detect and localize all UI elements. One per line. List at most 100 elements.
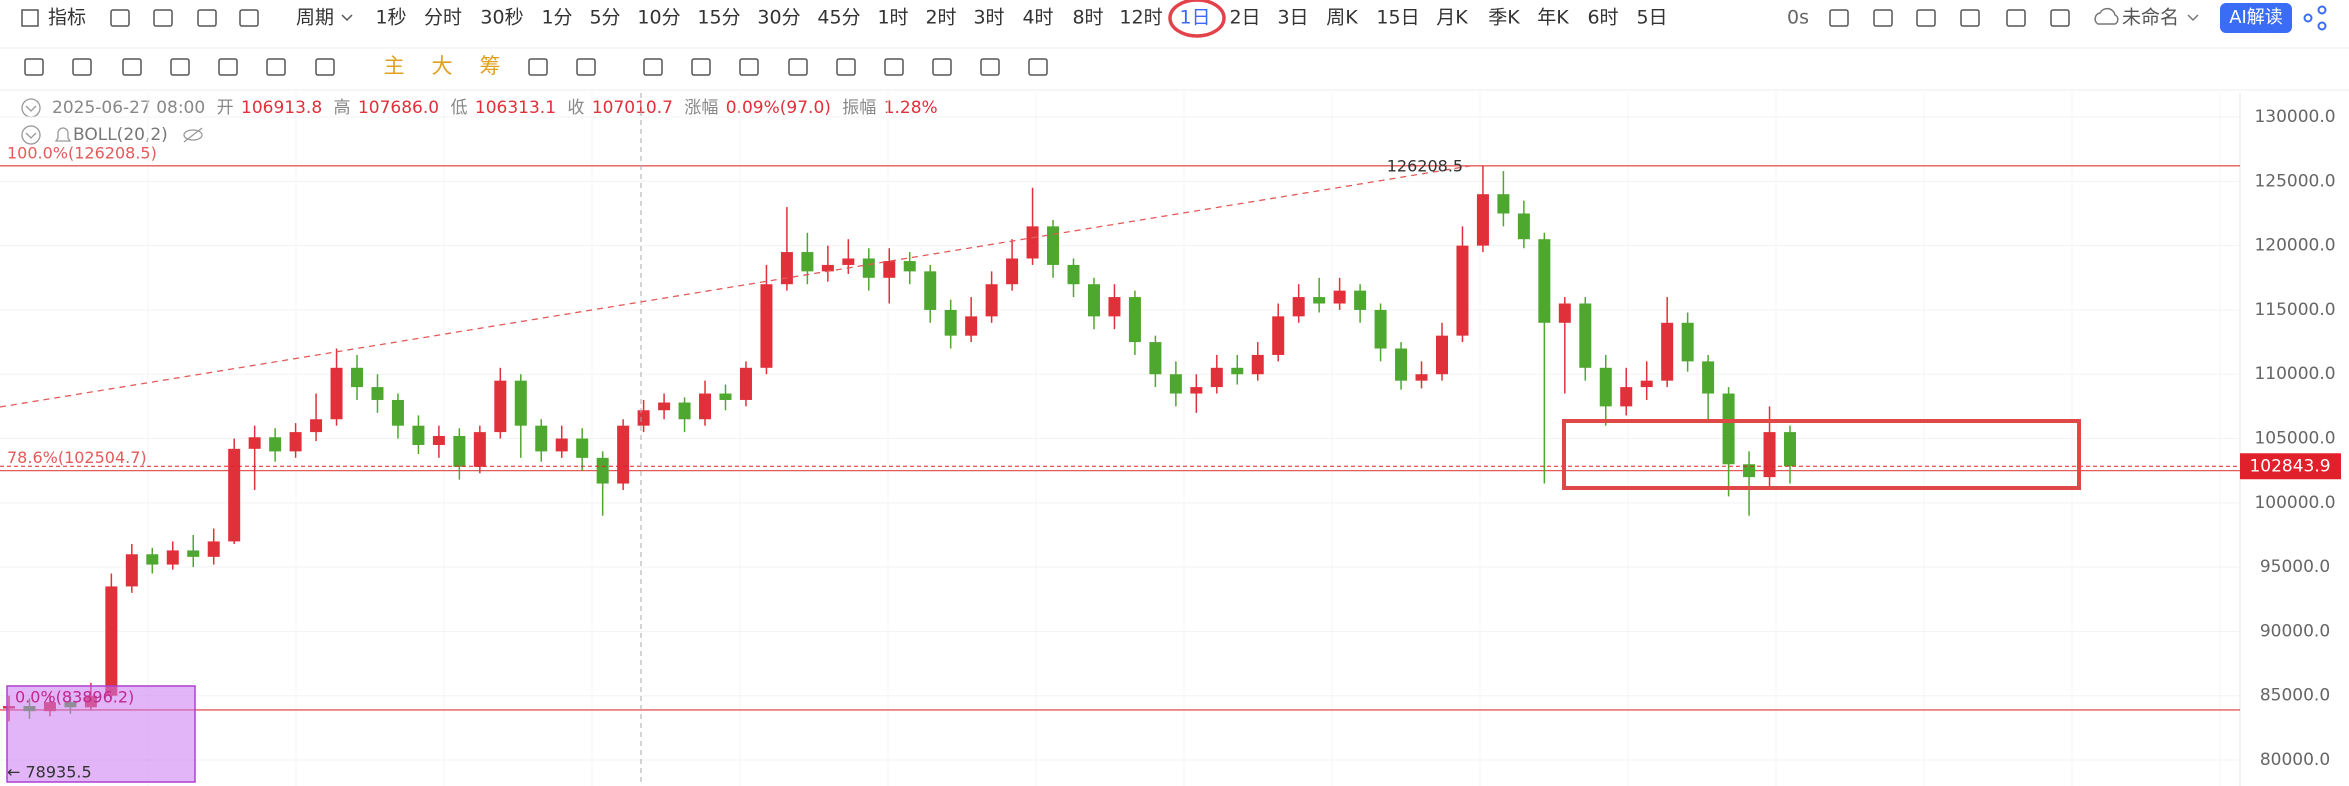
candle-body xyxy=(801,252,814,272)
tool-icon[interactable] xyxy=(218,58,238,76)
tool-icon[interactable] xyxy=(1873,9,1893,27)
cloud-icon xyxy=(2094,7,2119,25)
y-tick-label: 85000.0 xyxy=(2260,686,2330,706)
period-button[interactable]: 分时 xyxy=(424,7,462,29)
tool-icon[interactable] xyxy=(72,58,92,76)
candle-body xyxy=(1538,239,1551,323)
tool-icon[interactable] xyxy=(122,58,142,76)
tool-icon[interactable] xyxy=(170,58,190,76)
tool-icon[interactable] xyxy=(528,58,548,76)
period-button[interactable]: 15分 xyxy=(697,7,740,29)
icon xyxy=(2317,21,2327,31)
candle-body xyxy=(1128,297,1141,343)
tool-icon[interactable] xyxy=(197,9,217,27)
y-tick-label: 130000.0 xyxy=(2254,107,2335,127)
highlight-circle xyxy=(1168,0,1226,38)
indicator-button[interactable]: 指标 xyxy=(21,7,86,29)
tool-icon[interactable] xyxy=(1829,9,1849,27)
tool-icon[interactable] xyxy=(980,58,1000,76)
period-button[interactable]: 8时 xyxy=(1072,7,1103,29)
period-button[interactable]: 5日 xyxy=(1636,7,1667,29)
candle-body xyxy=(166,550,179,565)
period-button[interactable]: 周K xyxy=(1326,7,1358,29)
ai-label[interactable]: AI解读 xyxy=(2229,7,2283,28)
candle-body xyxy=(1640,380,1653,388)
indicator-label[interactable]: 指标 xyxy=(48,7,86,29)
tool-icon[interactable] xyxy=(643,58,663,76)
candle-body xyxy=(187,550,200,557)
visibility-icon[interactable] xyxy=(183,129,203,141)
period-button[interactable]: 1日 xyxy=(1179,7,1210,29)
candle-body xyxy=(1087,284,1100,317)
candle-body xyxy=(596,457,609,484)
tool-icon[interactable] xyxy=(2006,9,2026,27)
tool-icon[interactable] xyxy=(266,58,286,76)
tool-icon[interactable] xyxy=(576,58,596,76)
chips-tool[interactable]: 筹 xyxy=(480,54,501,78)
candle-body xyxy=(1067,264,1080,285)
tool-icon[interactable] xyxy=(153,9,173,27)
period-button[interactable]: 30分 xyxy=(757,7,800,29)
period-button[interactable]: 4时 xyxy=(1022,7,1053,29)
tool-icon[interactable] xyxy=(788,58,808,76)
period-button[interactable]: 1时 xyxy=(877,7,908,29)
candle-body xyxy=(1497,194,1510,214)
collapse-icon[interactable] xyxy=(21,125,41,145)
period-dropdown[interactable]: 周期 xyxy=(296,7,353,29)
candle-body xyxy=(842,258,855,265)
period-button[interactable]: 12时 xyxy=(1119,7,1162,29)
main-tool[interactable]: 主 xyxy=(384,54,405,78)
candle-body xyxy=(1681,322,1694,362)
tool-icon[interactable] xyxy=(1960,9,1980,27)
period-button[interactable]: 3时 xyxy=(973,7,1004,29)
period-button[interactable]: 3日 xyxy=(1277,7,1308,29)
candle-body xyxy=(1354,290,1367,310)
period-button[interactable]: 6时 xyxy=(1587,7,1618,29)
share-button[interactable] xyxy=(2303,5,2327,31)
period-button[interactable]: 月K xyxy=(1436,7,1468,29)
y-tick-label: 95000.0 xyxy=(2260,557,2330,577)
candle-body xyxy=(105,586,118,696)
highlight-box xyxy=(1562,419,2081,490)
period-button[interactable]: 2日 xyxy=(1229,7,1260,29)
period-button[interactable]: 年K xyxy=(1537,7,1569,29)
period-button[interactable]: 15日 xyxy=(1376,7,1419,29)
tool-icon[interactable] xyxy=(932,58,952,76)
period-button[interactable]: 45分 xyxy=(817,7,860,29)
tool-icon[interactable] xyxy=(1028,58,1048,76)
tool-icon[interactable] xyxy=(836,58,856,76)
layout-name[interactable]: 未命名 xyxy=(2094,7,2199,29)
tool-icon[interactable] xyxy=(2050,9,2070,27)
candle-body xyxy=(903,261,916,272)
tool-icon[interactable] xyxy=(110,9,130,27)
period-button[interactable]: 30秒 xyxy=(480,7,523,29)
candle-body xyxy=(1517,213,1530,240)
candle-body xyxy=(699,393,712,420)
collapse-icon[interactable] xyxy=(21,98,41,118)
candle-body xyxy=(965,316,978,336)
tool-icon[interactable] xyxy=(315,58,335,76)
period-label[interactable]: 周期 xyxy=(296,7,334,29)
period-button[interactable]: 10分 xyxy=(637,7,680,29)
overlay: 100.0%(126208.5) 78.6%(102504.7) 0.0%(8389… xyxy=(7,143,2341,782)
tool-icon[interactable] xyxy=(24,58,44,76)
candle-body xyxy=(1251,354,1264,375)
big-tool[interactable]: 大 xyxy=(432,54,453,78)
layout-name-text[interactable]: 未命名 xyxy=(2122,7,2179,29)
candle-body xyxy=(494,380,507,433)
period-button[interactable]: 5分 xyxy=(589,7,620,29)
tool-icon[interactable] xyxy=(691,58,711,76)
tool-icon[interactable] xyxy=(239,9,259,27)
candle-body xyxy=(617,425,630,484)
candle-body xyxy=(1476,194,1489,246)
ai-button[interactable]: AI解读 xyxy=(2220,3,2292,33)
period-button[interactable]: 1分 xyxy=(541,7,572,29)
tool-icon[interactable] xyxy=(739,58,759,76)
period-button[interactable]: 季K xyxy=(1488,7,1520,29)
period-button[interactable]: 2时 xyxy=(925,7,956,29)
tool-icon[interactable] xyxy=(1916,9,1936,27)
icon xyxy=(2317,5,2327,15)
ai-badge xyxy=(2220,3,2292,33)
period-button[interactable]: 1秒 xyxy=(375,7,406,29)
tool-icon[interactable] xyxy=(884,58,904,76)
